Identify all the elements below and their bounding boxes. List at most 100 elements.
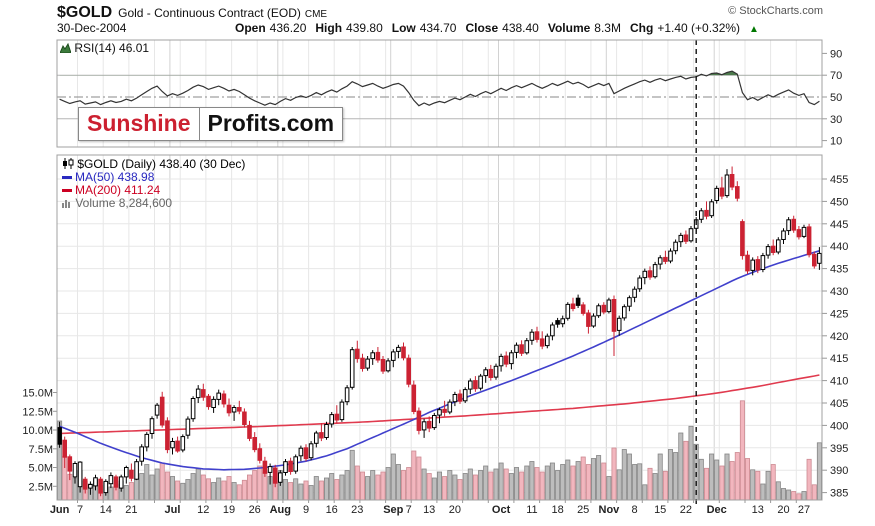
- ma50-swatch-icon: [62, 176, 72, 180]
- x-axis-label: Dec: [707, 504, 727, 516]
- price-axis-label: 410: [830, 376, 848, 388]
- price-axis-label: 395: [830, 443, 848, 455]
- price-axis-label: 445: [830, 219, 848, 231]
- x-axis-label: 23: [351, 504, 363, 516]
- x-axis-label: 16: [326, 504, 338, 516]
- price-axis-label: 455: [830, 174, 848, 186]
- volume-bars-icon: [62, 200, 70, 208]
- grid-vertical: [77, 40, 797, 503]
- x-axis-label: 7: [77, 504, 83, 516]
- quote-item: Open 436.20: [235, 21, 306, 35]
- ma200-line: [59, 374, 820, 435]
- quote-item: Close 438.40: [465, 21, 538, 35]
- quote-item: Chg +1.40 (+0.32%): [630, 21, 740, 35]
- volume-axis-label: 12.5M: [22, 406, 53, 418]
- x-axis-label: 27: [798, 504, 810, 516]
- x-axis-label: 20: [449, 504, 461, 516]
- x-axis-label: 7: [406, 504, 412, 516]
- quote-label: Chg: [629, 21, 654, 35]
- rsi-label-text: RSI(14) 46.01: [74, 41, 150, 55]
- volume-axis-labels: 15.0M 12.5M 10.0M 7.5M 5.0M 2.5M: [22, 388, 57, 493]
- quote-value: 434.70: [419, 21, 457, 35]
- price-axis-label: 405: [830, 398, 848, 410]
- x-axis-label: 18: [551, 504, 563, 516]
- x-axis-label: 26: [249, 504, 261, 516]
- quote-item: Volume 8.3M: [548, 21, 621, 35]
- rsi-line: [59, 70, 820, 107]
- legend-volume-row: Volume 8,284,600: [62, 197, 245, 210]
- price-axis-label: 415: [830, 353, 848, 365]
- chart-header: $GOLD Gold - Continuous Contract (EOD) CME: [57, 4, 327, 22]
- quote-values: Open 436.20 High 439.80 Low 434.70 Close 438.40…: [235, 21, 759, 35]
- x-axis-label: Oct: [492, 504, 511, 516]
- legend-ma50: MA(50) 438.98: [75, 170, 155, 184]
- price-axis-label: 420: [830, 331, 848, 343]
- price-axis-label: 390: [830, 465, 848, 477]
- price-axis-label: 430: [830, 286, 848, 298]
- exchange: CME: [304, 9, 328, 20]
- copyright: © StockCharts.com: [728, 5, 823, 17]
- watermark[interactable]: Sunshine Profits.com: [78, 107, 344, 141]
- rsi-overbought-fill: [59, 71, 820, 76]
- legend-ma200-row: MA(200) 411.24: [62, 184, 245, 197]
- x-axis-label: Aug: [270, 504, 291, 516]
- watermark-profits[interactable]: Profits.com: [199, 108, 343, 140]
- price-axis-label: 450: [830, 196, 848, 208]
- legend-title-row: $GOLD (Daily) 438.40 (30 Dec): [62, 158, 245, 171]
- volume-axis-label: 10.0M: [22, 425, 53, 437]
- x-axis-label: Nov: [599, 504, 621, 516]
- rsi-axis-label: 70: [830, 70, 842, 82]
- rsi-axis-label: 30: [830, 114, 842, 126]
- legend-volume: Volume 8,284,600: [75, 196, 173, 210]
- chart-legend: $GOLD (Daily) 438.40 (30 Dec) MA(50) 438…: [62, 158, 245, 210]
- x-axis-label: 14: [100, 504, 112, 516]
- watermark-sunshine[interactable]: Sunshine: [79, 108, 200, 140]
- quote-item: Low 434.70: [392, 21, 457, 35]
- symbol: $GOLD: [57, 4, 113, 21]
- legend-title: $GOLD (Daily) 438.40 (30 Dec): [77, 157, 246, 171]
- x-axis-label: 21: [125, 504, 137, 516]
- rsi-axis-label: 10: [830, 136, 842, 148]
- candlesticks: [57, 166, 822, 497]
- x-axis-label: 20: [777, 504, 789, 516]
- x-axis-label: 15: [654, 504, 666, 516]
- x-axis-label: 12: [197, 504, 209, 516]
- panel-borders: [56, 39, 823, 501]
- ma50-line: [59, 250, 820, 471]
- price-axis-label: 425: [830, 308, 848, 320]
- quote-value: 438.40: [502, 21, 539, 35]
- x-axis-label: Jun: [50, 504, 70, 516]
- quote-line: 30-Dec-2004 Open 436.20 High 439.80 Low 434.70…: [57, 21, 759, 35]
- volume-axis-label: 15.0M: [22, 388, 53, 400]
- volume-axis-label: 2.5M: [29, 481, 53, 493]
- quote-item: High 439.80: [315, 21, 382, 35]
- x-axis-label: Jul: [165, 504, 181, 516]
- quote-value: 8.3M: [594, 21, 621, 35]
- candlesticks-icon: [63, 158, 74, 169]
- x-axis-label: 9: [303, 504, 309, 516]
- quote-label: Open: [235, 21, 266, 35]
- volume-axis-label: 5.0M: [29, 463, 53, 475]
- x-axis-label: 11: [526, 504, 537, 516]
- legend-ma50-row: MA(50) 438.98: [62, 171, 245, 184]
- quote-value: 436.20: [269, 21, 307, 35]
- rsi-axis-label: 90: [830, 48, 842, 60]
- quote-label: High: [315, 21, 343, 35]
- price-axis-label: 385: [830, 488, 848, 500]
- price-axis-label: 440: [830, 241, 848, 253]
- quote-date: 30-Dec-2004: [57, 21, 127, 35]
- x-axis-label: 22: [680, 504, 692, 516]
- x-axis-label: 13: [752, 504, 764, 516]
- rsi-indicator-label: RSI(14) 46.01: [59, 41, 150, 55]
- x-axis-label: 8: [632, 504, 638, 516]
- rsi-area-icon: [59, 42, 72, 54]
- x-axis-label: 25: [577, 504, 589, 516]
- symbol-description: Gold - Continuous Contract (EOD): [118, 6, 301, 20]
- x-axis-labels: Jun 7 14 21 Jul 12 19 26 Aug 9 16 23 Sep 7 13 20 Oct 11 18…: [50, 504, 810, 516]
- x-axis-label: 13: [423, 504, 435, 516]
- volume-axis-label: 7.5M: [29, 444, 53, 456]
- legend-ma200: MA(200) 411.24: [75, 183, 161, 197]
- price-axis-labels: 455 450 445 440 435 430 425 420 415 410 405 400 395 3…: [822, 174, 848, 500]
- rsi-axis-labels: 90 70 50 30 10: [822, 48, 842, 148]
